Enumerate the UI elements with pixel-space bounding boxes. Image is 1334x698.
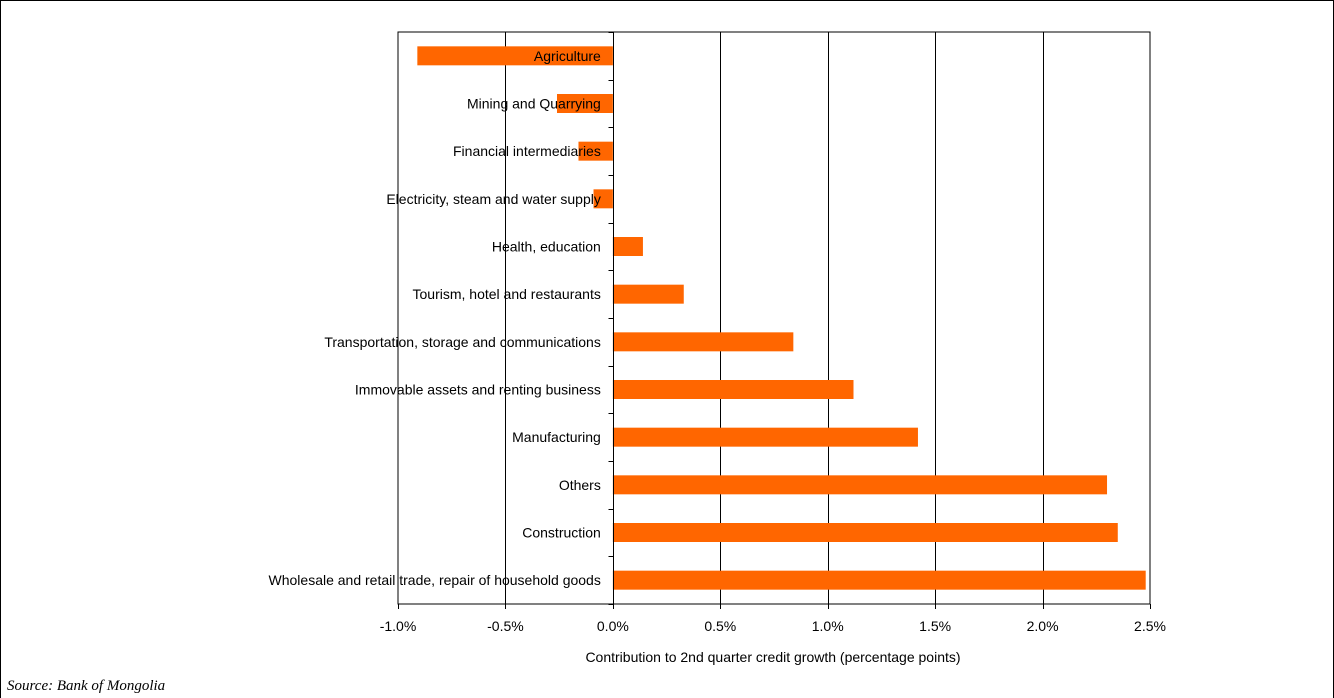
category-label: Agriculture	[534, 48, 601, 64]
category-label: Immovable assets and renting business	[355, 382, 601, 398]
x-tick-label: 0.5%	[704, 618, 736, 634]
bar	[556, 94, 613, 113]
category-label: Electricity, steam and water supply	[386, 191, 601, 207]
category-label: Construction	[522, 525, 601, 541]
category-label: Wholesale and retail trade, repair of ho…	[269, 572, 601, 588]
axes: -1.0% -0.5% 0.0% 0.5% 1.0% 1.5% 2.0% 2.5%	[380, 32, 1166, 634]
plot-area	[397, 31, 1151, 605]
bars	[417, 46, 1146, 590]
x-tick-label: 0.0%	[597, 618, 629, 634]
category-label: Transportation, storage and communicatio…	[324, 334, 601, 350]
bar	[578, 141, 613, 161]
category-label: Tourism, hotel and restaurants	[413, 286, 601, 302]
bar	[612, 523, 1118, 542]
source-note: Source: Bank of Mongolia	[7, 678, 166, 694]
bar	[612, 427, 918, 447]
x-tick-label: -1.0%	[380, 618, 417, 634]
bar	[612, 332, 794, 352]
bar	[612, 570, 1146, 590]
bar	[417, 46, 613, 66]
bar	[612, 475, 1108, 495]
category-label: Health, education	[492, 239, 601, 255]
x-tick-label: 2.5%	[1134, 618, 1166, 634]
x-tick-label: 1.5%	[919, 618, 951, 634]
x-tick-label: 2.0%	[1027, 618, 1059, 634]
x-tick-label: 1.0%	[812, 618, 844, 634]
category-label: Manufacturing	[512, 429, 601, 445]
category-label: Mining and Quarrying	[467, 96, 601, 112]
bar	[612, 284, 684, 304]
grid-lines	[397, 31, 1151, 605]
x-axis-title: Contribution to 2nd quarter credit growt…	[585, 649, 960, 665]
category-label: Others	[559, 477, 601, 493]
category-label: Financial intermediaries	[453, 143, 601, 159]
category-labels: Agriculture Mining and Quarrying Financial…	[269, 48, 602, 588]
bar	[593, 189, 613, 209]
x-tick-label: -0.5%	[487, 618, 524, 634]
bar	[612, 237, 643, 256]
bar	[612, 380, 854, 399]
